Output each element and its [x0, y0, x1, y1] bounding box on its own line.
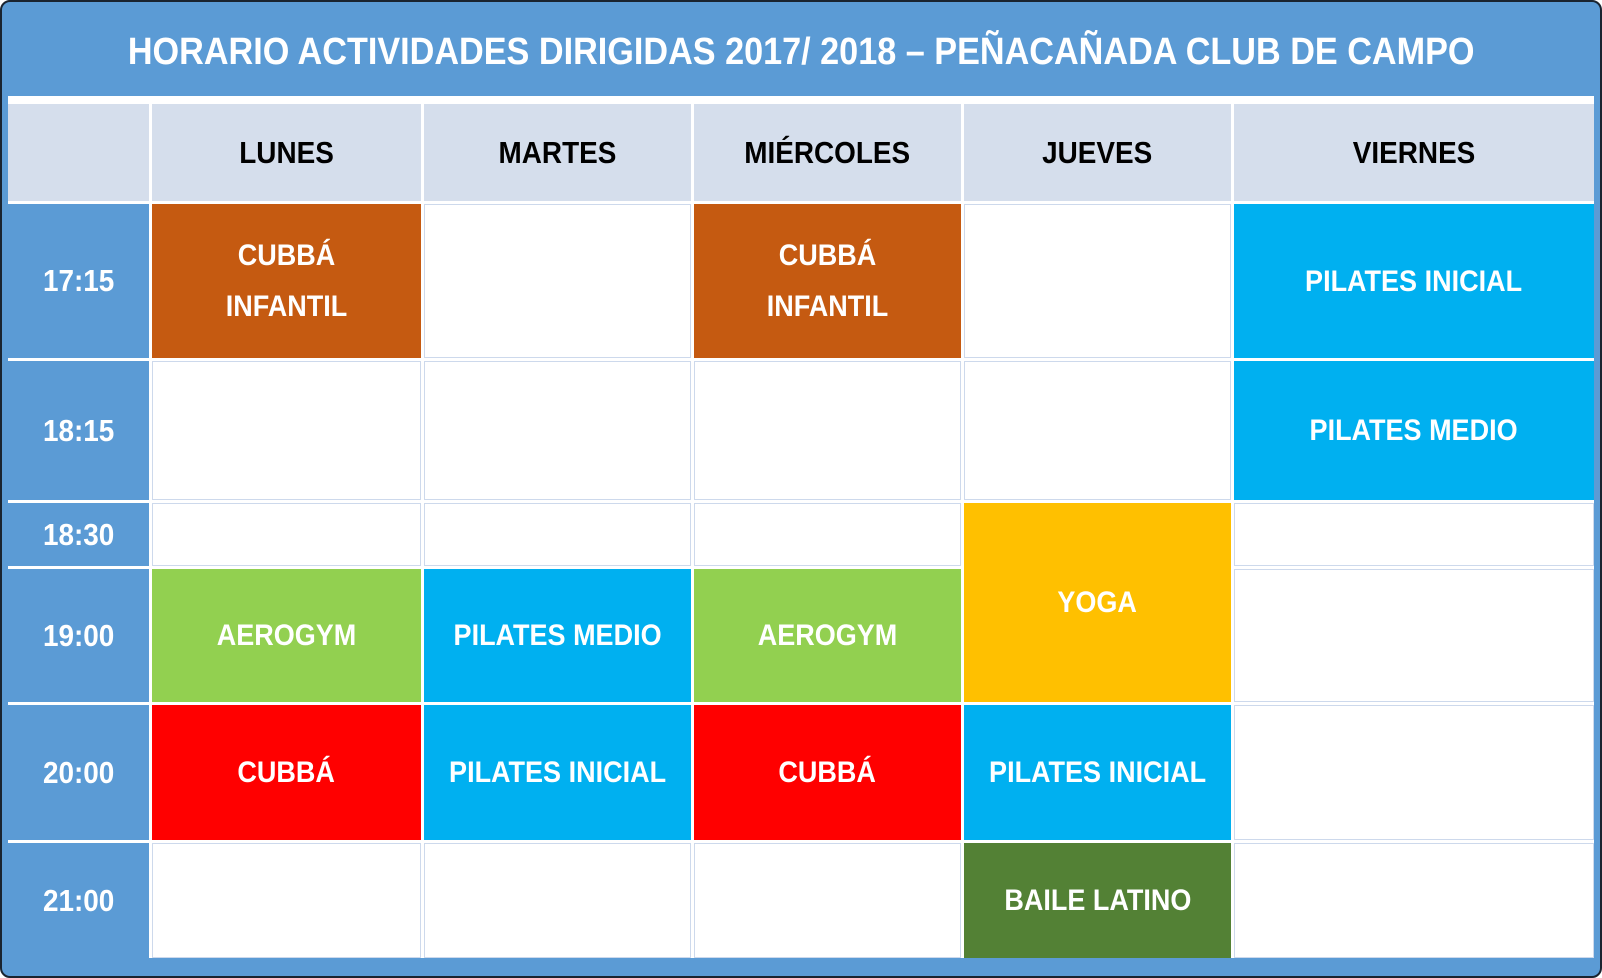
- empty-cell-lunes-1815: [152, 361, 421, 500]
- activity-label: BAILE LATINO: [1003, 884, 1191, 917]
- header-corner-cell: [8, 104, 149, 201]
- day-header-miercoles-label: MIÉRCOLES: [744, 134, 911, 170]
- time-label-1900-text: 19:00: [42, 617, 115, 653]
- time-label-1830-text: 18:30: [42, 516, 115, 552]
- empty-cell-viernes-2100: [1234, 843, 1594, 958]
- schedule-title-bar: HORARIO ACTIVIDADES DIRIGIDAS 2017/ 2018…: [8, 8, 1594, 96]
- activity-label: CUBBÁ INFANTIL: [766, 239, 889, 323]
- empty-cell-viernes-2000: [1234, 705, 1594, 840]
- activity-label: PILATES INICIAL: [1305, 264, 1523, 298]
- title-header-divider: [8, 96, 1594, 104]
- empty-cell-miercoles-1815: [694, 361, 961, 500]
- activity-cell-viernes-1715-pilates-inicial: PILATES INICIAL: [1234, 204, 1594, 358]
- activity-label: PILATES MEDIO: [1309, 414, 1519, 447]
- activity-cell-miercoles-2000-cubba: CUBBÁ: [694, 705, 961, 840]
- activity-label: PILATES INICIAL: [988, 756, 1207, 789]
- activity-cell-miercoles-1900-aerogym: AEROGYM: [694, 569, 961, 702]
- empty-cell-martes-1715: [424, 204, 691, 358]
- time-label-1830: 18:30: [8, 503, 149, 566]
- empty-cell-martes-1830: [424, 503, 691, 566]
- day-header-martes: MARTES: [424, 104, 691, 201]
- activity-label: AEROGYM: [216, 619, 357, 652]
- day-header-martes-label: MARTES: [498, 134, 617, 170]
- activity-cell-lunes-1900-aerogym: AEROGYM: [152, 569, 421, 702]
- activity-cell-lunes-2000-cubba: CUBBÁ: [152, 705, 421, 840]
- empty-cell-viernes-1900: [1234, 569, 1594, 702]
- day-header-viernes: VIERNES: [1234, 104, 1594, 201]
- time-label-1815-text: 18:15: [42, 412, 115, 448]
- empty-cell-viernes-1830: [1234, 503, 1594, 566]
- activity-cell-lunes-1715-cubba-infantil: CUBBÁ INFANTIL: [152, 204, 421, 358]
- time-label-1715: 17:15: [8, 204, 149, 358]
- activity-cell-martes-1900-pilates-medio: PILATES MEDIO: [424, 569, 691, 702]
- activity-label: CUBBÁ INFANTIL: [225, 239, 348, 323]
- schedule-inner: HORARIO ACTIVIDADES DIRIGIDAS 2017/ 2018…: [8, 8, 1594, 958]
- activity-label: AEROGYM: [757, 619, 898, 652]
- day-header-viernes-label: VIERNES: [1352, 134, 1476, 170]
- activity-cell-jueves-1830-yoga: YOGA: [964, 503, 1231, 702]
- activity-cell-martes-2000-pilates-inicial: PILATES INICIAL: [424, 705, 691, 840]
- activity-cell-miercoles-1715-cubba-infantil: CUBBÁ INFANTIL: [694, 204, 961, 358]
- day-header-jueves-label: JUEVES: [1042, 134, 1153, 170]
- empty-cell-lunes-1830: [152, 503, 421, 566]
- empty-cell-miercoles-2100: [694, 843, 961, 958]
- day-header-miercoles: MIÉRCOLES: [694, 104, 961, 201]
- activity-cell-jueves-2000-pilates-inicial: PILATES INICIAL: [964, 705, 1231, 840]
- day-header-jueves: JUEVES: [964, 104, 1231, 201]
- empty-cell-miercoles-1830: [694, 503, 961, 566]
- activity-label: PILATES INICIAL: [448, 756, 667, 789]
- time-label-2000-text: 20:00: [42, 754, 115, 790]
- empty-cell-jueves-1815: [964, 361, 1231, 500]
- empty-cell-martes-1815: [424, 361, 691, 500]
- time-label-2100-text: 21:00: [42, 882, 115, 918]
- time-label-1815: 18:15: [8, 361, 149, 500]
- activity-cell-viernes-1815-pilates-medio: PILATES MEDIO: [1234, 361, 1594, 500]
- time-label-1900: 19:00: [8, 569, 149, 702]
- activity-label: PILATES MEDIO: [453, 619, 662, 652]
- time-label-2000: 20:00: [8, 705, 149, 840]
- activity-label: YOGA: [1057, 586, 1138, 619]
- empty-cell-martes-2100: [424, 843, 691, 958]
- activity-cell-jueves-2100-baile-latino: BAILE LATINO: [964, 843, 1231, 958]
- empty-cell-lunes-2100: [152, 843, 421, 958]
- activity-label: CUBBÁ: [778, 756, 877, 789]
- schedule-grid: LUNES MARTES MIÉRCOLES JUEVES VIERNES 17…: [8, 104, 1594, 958]
- time-label-1715-text: 17:15: [42, 263, 115, 298]
- time-label-2100: 21:00: [8, 843, 149, 958]
- activity-label: CUBBÁ: [237, 756, 336, 789]
- day-header-lunes-label: LUNES: [239, 134, 334, 170]
- empty-cell-jueves-1715: [964, 204, 1231, 358]
- day-header-lunes: LUNES: [152, 104, 421, 201]
- schedule-title: HORARIO ACTIVIDADES DIRIGIDAS 2017/ 2018…: [127, 30, 1475, 73]
